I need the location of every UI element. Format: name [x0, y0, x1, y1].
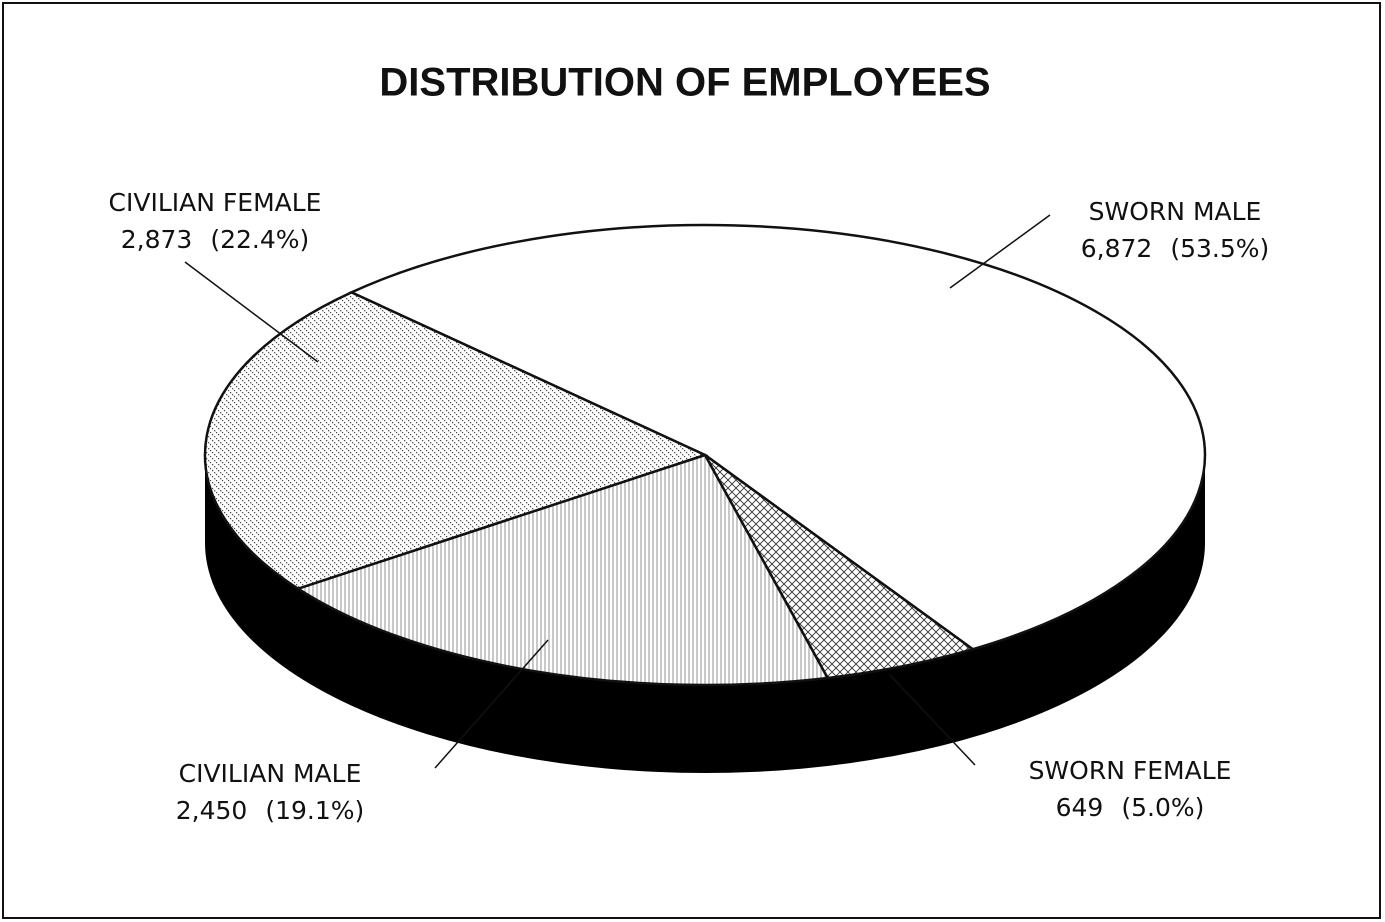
value-label: 649 [1056, 793, 1104, 822]
slice-value: 2,450 (19.1%) [176, 796, 365, 825]
slice-label: SWORN MALE [1089, 197, 1262, 226]
percent-label: (22.4%) [210, 225, 309, 254]
value-label: 6,872 [1081, 234, 1153, 263]
pie-slice [348, 223, 1207, 651]
slice-label: CIVILIAN FEMALE [109, 188, 322, 217]
slice-value: 649 (5.0%) [1056, 793, 1205, 822]
pie [203, 223, 1207, 773]
percent-label: (5.0%) [1121, 793, 1204, 822]
slice-value: 6,872 (53.5%) [1081, 234, 1270, 263]
slice-value: 2,873 (22.4%) [121, 225, 310, 254]
value-label: 2,873 [121, 225, 193, 254]
pie-slice [203, 290, 709, 591]
percent-label: (19.1%) [265, 796, 364, 825]
slice-label: SWORN FEMALE [1029, 756, 1232, 785]
value-label: 2,450 [176, 796, 248, 825]
leader-line [434, 639, 549, 769]
pie-slice [703, 453, 976, 680]
percent-label: (53.5%) [1170, 234, 1269, 263]
chart-title: DISTRIBUTION OF EMPLOYEES [379, 61, 990, 105]
leader-line [184, 261, 319, 363]
leader-line [949, 214, 1051, 289]
pie-slice [295, 453, 830, 687]
slice-label: CIVILIAN MALE [179, 759, 362, 788]
leader-line [889, 674, 976, 766]
